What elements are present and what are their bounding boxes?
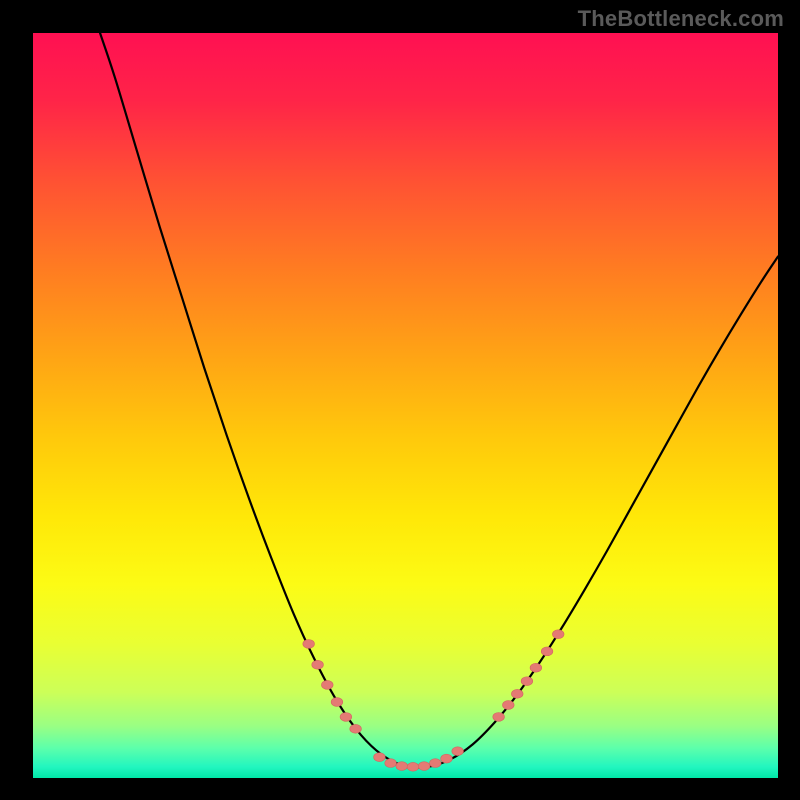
curve-marker xyxy=(396,762,408,771)
curve-marker xyxy=(407,762,419,771)
curve-marker xyxy=(441,754,453,763)
plot-background xyxy=(33,33,778,778)
curve-marker xyxy=(340,713,352,722)
curve-marker xyxy=(321,680,333,689)
curve-marker xyxy=(452,747,464,756)
curve-marker xyxy=(374,753,386,762)
curve-marker xyxy=(521,677,533,686)
curve-marker xyxy=(303,640,315,649)
curve-marker xyxy=(430,759,442,768)
curve-marker xyxy=(418,762,430,771)
curve-marker xyxy=(385,759,397,768)
curve-marker xyxy=(331,698,343,707)
curve-marker xyxy=(493,713,505,722)
curve-marker xyxy=(511,689,523,698)
watermark-label: TheBottleneck.com xyxy=(578,6,784,32)
curve-marker xyxy=(503,701,515,710)
curve-marker xyxy=(541,647,553,656)
curve-marker xyxy=(350,724,362,733)
bottleneck-curve-chart xyxy=(33,33,778,778)
curve-marker xyxy=(312,660,324,669)
curve-marker xyxy=(552,630,564,639)
curve-marker xyxy=(530,663,542,672)
chart-root: TheBottleneck.com xyxy=(0,0,800,800)
